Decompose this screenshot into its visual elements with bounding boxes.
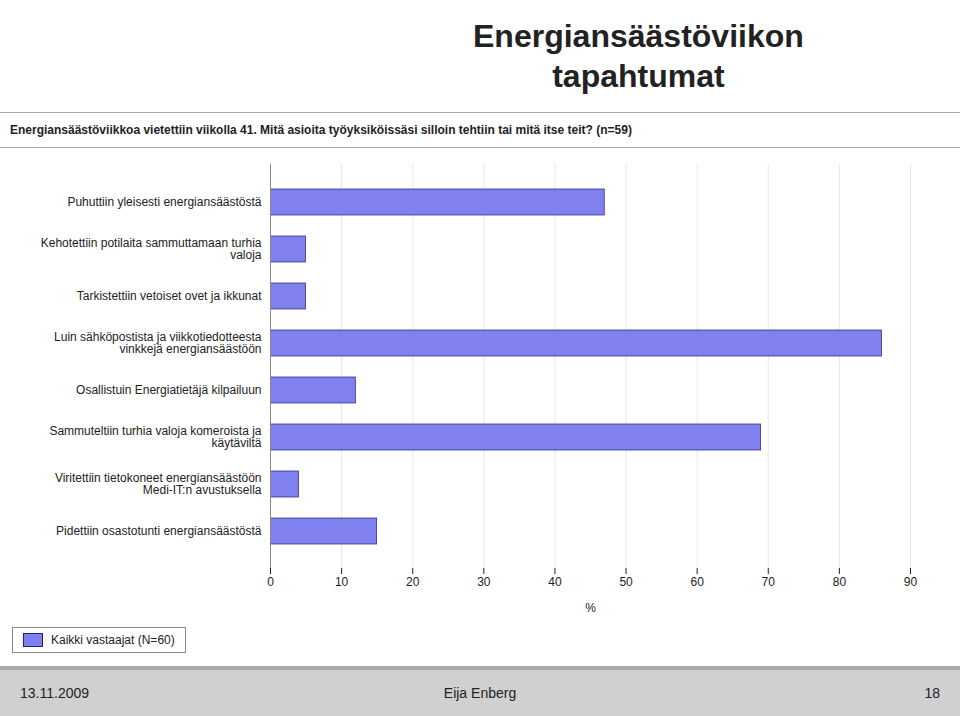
svg-text:Viritettiin tietokoneet energi: Viritettiin tietokoneet energiansäästöön… <box>55 471 262 497</box>
svg-text:60: 60 <box>690 575 704 589</box>
svg-text:90: 90 <box>904 575 918 589</box>
html-text:Kaikki vastaajat (N=60): Kaikki vastaajat (N=60) <box>51 633 175 647</box>
svg-text:20: 20 <box>406 575 420 589</box>
svg-text:40: 40 <box>548 575 562 589</box>
svg-text:70: 70 <box>762 575 776 589</box>
svg-text:%: % <box>585 601 596 615</box>
svg-text:Sammuteltiin turhia valoja kom: Sammuteltiin turhia valoja komeroista ja… <box>49 424 261 450</box>
html-text:18: 18 <box>924 685 940 701</box>
svg-text:Osallistuin Energiatietäjä kil: Osallistuin Energiatietäjä kilpailuun <box>76 383 261 397</box>
svg-text:0: 0 <box>267 575 274 589</box>
svg-text:Puhuttiin yleisesti energiansä: Puhuttiin yleisesti energiansäästöstä <box>67 195 261 209</box>
svg-text:Kehotettiin potilaita sammutta: Kehotettiin potilaita sammuttamaan turhi… <box>41 236 262 262</box>
html-text:Energiansäästöviikon tapahtuma: Energiansäästöviikon tapahtumat <box>473 18 804 94</box>
svg-text:10: 10 <box>335 575 349 589</box>
svg-text:Luin sähköpostista ja viikkoti: Luin sähköpostista ja viikkotiedotteesta… <box>54 330 262 356</box>
html-text:13.11.2009: 13.11.2009 <box>20 685 89 701</box>
svg-text:80: 80 <box>833 575 847 589</box>
svg-text:30: 30 <box>477 575 491 589</box>
svg-text:50: 50 <box>619 575 633 589</box>
html-text:Eija Enberg: Eija Enberg <box>443 685 517 701</box>
svg-text:Tarkistettiin vetoiset ovet ja: Tarkistettiin vetoiset ovet ja ikkunat <box>77 289 262 303</box>
html-text:Energiansäästöviikkoa vietetti: Energiansäästöviikkoa vietettiin viikoll… <box>10 123 632 137</box>
svg-text:Pidettiin osastotunti energian: Pidettiin osastotunti energiansäästöstä <box>56 524 262 538</box>
